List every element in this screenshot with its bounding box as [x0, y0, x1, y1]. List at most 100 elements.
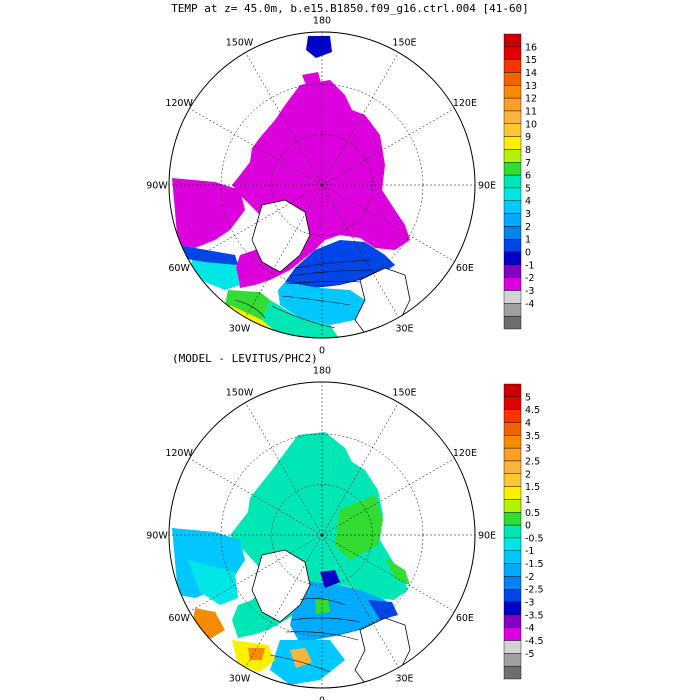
bottom-longitude-labels: 180 150E 120E 90E 60E 30E 0 30W 60W 90W 120W 150W	[146, 366, 496, 700]
figure-title: TEMP at z= 45.0m, b.e15.B1850.f09_g16.ct…	[171, 2, 529, 15]
colorbar-label: -3	[525, 286, 534, 297]
longitude-label: 30W	[229, 673, 251, 684]
greenland-outline	[251, 199, 311, 273]
colorbar-swatch	[503, 665, 522, 680]
colorbar-label: -1.5	[525, 559, 544, 570]
siberian-shelf-green	[335, 495, 383, 560]
longitude-label: 60W	[168, 263, 190, 274]
colorbar-swatch	[503, 640, 522, 654]
colorbar-swatch	[503, 303, 522, 317]
longitude-label: 30E	[395, 673, 413, 684]
meridian-line	[321, 458, 455, 536]
colorbar-label: -4.5	[525, 636, 544, 647]
longitude-label: 150E	[392, 388, 416, 399]
colorbar-swatch	[503, 512, 522, 526]
colorbar-swatch	[503, 213, 522, 227]
labrador-anomaly-cyan	[188, 560, 238, 605]
meridian-line	[321, 534, 399, 668]
longitude-label: 0	[319, 696, 325, 700]
meridian-line	[189, 534, 323, 612]
longitude-label: 90W	[146, 531, 168, 542]
colorbar-swatch	[503, 46, 522, 60]
colorbar-swatch	[503, 123, 522, 137]
colorbar-label: -2	[525, 273, 534, 284]
colorbar-swatch	[503, 409, 522, 423]
colorbar-swatch	[503, 33, 522, 48]
meridian-line	[321, 184, 399, 318]
north-atlantic-anomaly-red	[248, 648, 265, 660]
colorbar-label: -3	[525, 598, 534, 609]
colorbar-label: 8	[525, 145, 531, 156]
colorbar-swatch	[503, 85, 522, 99]
meridian-line	[321, 534, 455, 612]
colorbar-label: 5	[525, 183, 531, 194]
latitude-circle	[271, 484, 373, 586]
longitude-label: 180	[313, 16, 331, 27]
longitude-label: 120W	[165, 448, 193, 459]
colorbar-swatch	[503, 614, 522, 628]
longitude-label: 180	[313, 366, 331, 377]
longitude-label: 30W	[229, 323, 251, 334]
colorbar-label: -1	[525, 546, 534, 557]
labrador-sea-blue	[178, 245, 238, 265]
colorbar-label: 3	[525, 444, 531, 455]
colorbar-swatch	[503, 447, 522, 462]
meridian-line	[245, 52, 323, 186]
colorbar-swatch	[503, 315, 522, 330]
greenland-outline-bottom	[251, 549, 311, 623]
meridian-line	[321, 52, 399, 186]
nordic-seas-cyan	[278, 282, 365, 325]
meridian-line	[189, 184, 323, 262]
meridian-line	[245, 534, 323, 668]
colorbar-label: -4	[525, 623, 534, 634]
colorbar-swatch	[503, 264, 522, 278]
colorbar-swatch	[503, 473, 522, 487]
colorbar-swatch	[503, 187, 522, 201]
colorbar-swatch	[503, 499, 522, 513]
colorbar-label: 2	[525, 469, 531, 480]
colorbar-label: 16	[525, 42, 537, 53]
longitude-label: 150E	[392, 38, 416, 49]
barents-anomaly-blue	[368, 600, 398, 620]
colorbar-label: 4	[525, 196, 531, 207]
meridian-line	[245, 402, 323, 536]
colorbar-swatch	[503, 486, 522, 500]
colorbar-swatch	[503, 627, 522, 641]
colorbar-label: 0.5	[525, 508, 540, 519]
colorbar-label: -2.5	[525, 585, 544, 596]
longitude-label: 120E	[453, 448, 477, 459]
colorbar-label: -1	[525, 260, 534, 271]
colorbar-label: -4	[525, 299, 534, 310]
meridian-line	[321, 184, 455, 262]
longitude-label: 60E	[456, 613, 474, 624]
colorbar-swatch	[503, 589, 522, 603]
colorbar-swatch	[503, 435, 522, 449]
colorbar-swatch	[503, 97, 522, 112]
difference-subtitle: (MODEL - LEVITUS/PHC2)	[172, 352, 318, 365]
colorbar-swatch	[503, 537, 522, 551]
longitude-label: 90E	[478, 531, 496, 542]
colorbar-label: 7	[525, 158, 531, 169]
colorbar-label: 6	[525, 171, 531, 182]
colorbar-label: 3.5	[525, 431, 540, 442]
colorbar-swatch	[503, 72, 522, 86]
bering-strait-region	[306, 36, 332, 58]
longitude-label: 0	[319, 346, 325, 357]
bottom-map: 180 150E 120E 90E 60E 30E 0 30W 60W 90W 120W 150W	[146, 366, 496, 700]
meridian-line	[189, 458, 323, 536]
bottom-colorbar: 54.543.532.521.510.50-0.5-1-1.5-2-2.5-3-…	[503, 383, 544, 680]
colorbar-label: 14	[525, 68, 537, 79]
longitude-label: 120E	[453, 98, 477, 109]
colorbar-swatch	[503, 277, 522, 291]
colorbar-label: 0	[525, 248, 531, 259]
colorbar-swatch	[503, 200, 522, 214]
colorbar-label: 4.5	[525, 405, 540, 416]
top-map-field	[169, 32, 475, 338]
colorbar-label: 1	[525, 495, 531, 506]
colorbar-swatch	[503, 149, 522, 163]
colorbar-label: 11	[525, 106, 537, 117]
colorbar-swatch	[503, 239, 522, 253]
colorbar-label: 4	[525, 418, 531, 429]
